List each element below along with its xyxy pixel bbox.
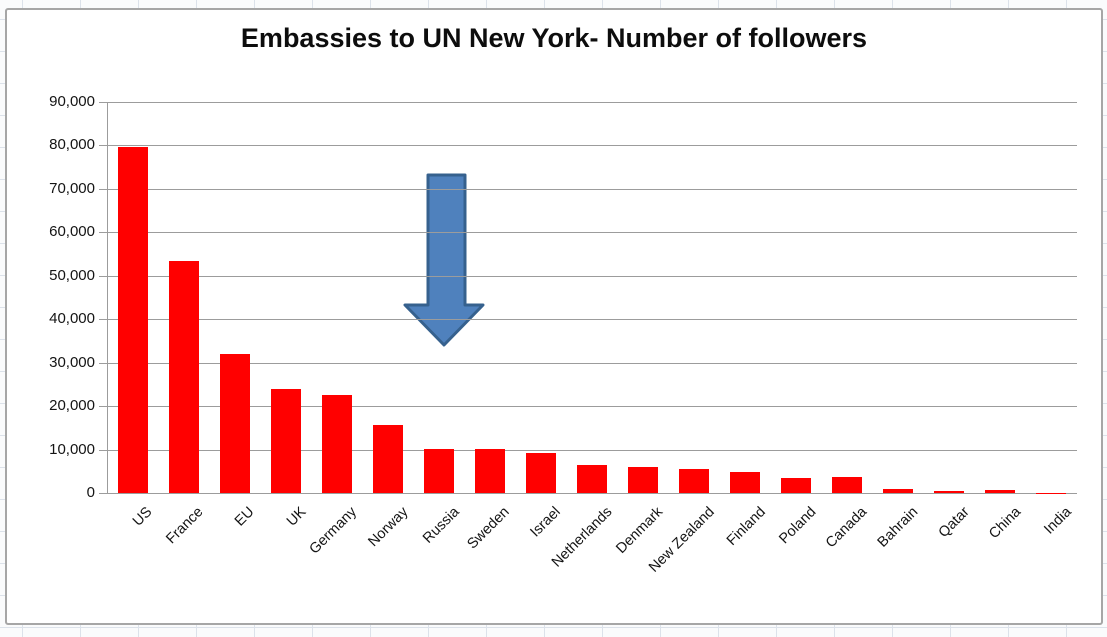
y-axis-tick bbox=[99, 449, 107, 451]
y-axis-tick bbox=[99, 493, 107, 494]
y-axis-label: 40,000 bbox=[49, 310, 95, 328]
x-axis-label-text: China bbox=[985, 504, 1024, 543]
y-axis-label: 50,000 bbox=[49, 266, 95, 284]
y-axis-tick bbox=[99, 145, 107, 147]
x-axis-label-text: Canada bbox=[823, 504, 871, 552]
bar-denmark bbox=[628, 467, 659, 493]
y-axis-tick bbox=[99, 102, 107, 103]
bar-finland bbox=[730, 472, 761, 493]
y-axis-tick bbox=[99, 362, 107, 364]
x-axis-label-text: Finland bbox=[723, 504, 769, 549]
x-axis-label-text: France bbox=[163, 504, 207, 548]
bar-new-zealand bbox=[679, 469, 710, 493]
x-axis-label-text: UK bbox=[283, 504, 309, 530]
y-axis-label: 30,000 bbox=[49, 353, 95, 371]
down-arrow-shape[interactable] bbox=[402, 170, 492, 355]
bar-eu bbox=[219, 353, 250, 493]
y-axis-label: 60,000 bbox=[49, 223, 95, 241]
y-axis-label: 20,000 bbox=[49, 397, 95, 415]
y-axis-tick bbox=[99, 188, 107, 190]
bar-qatar bbox=[934, 490, 965, 493]
y-axis-label: 70,000 bbox=[49, 179, 95, 197]
bar-germany bbox=[321, 394, 352, 493]
y-axis-label: 80,000 bbox=[49, 136, 95, 154]
bar-netherlands bbox=[577, 465, 607, 493]
chart-title: Embassies to UN New York- Number of foll… bbox=[240, 23, 868, 53]
gridline bbox=[107, 188, 1077, 190]
x-axis-label-text: Germany bbox=[306, 504, 361, 558]
x-axis-label-text: US bbox=[130, 504, 156, 530]
x-axis-label-text: Russia bbox=[419, 504, 463, 547]
chart-object[interactable]: Embassies to UN New York- Number of foll… bbox=[5, 8, 1103, 625]
gridline bbox=[107, 275, 1077, 277]
bar-france bbox=[168, 261, 199, 493]
gridline bbox=[107, 362, 1077, 364]
gridline bbox=[107, 145, 1077, 147]
bar-bahrain bbox=[883, 488, 914, 493]
x-axis-label-text: Qatar bbox=[935, 504, 973, 541]
x-axis-label-text: EU bbox=[232, 504, 258, 530]
x-axis-line bbox=[107, 493, 1077, 494]
bar-israel bbox=[525, 452, 556, 493]
x-axis-label-text: Denmark bbox=[613, 504, 667, 557]
bar-canada bbox=[832, 477, 863, 493]
gridline bbox=[107, 406, 1077, 408]
y-axis-label: 90,000 bbox=[49, 93, 95, 110]
gridline bbox=[107, 232, 1077, 234]
x-axis-label-text: India bbox=[1041, 504, 1075, 538]
x-axis-label-text: Bahrain bbox=[874, 504, 922, 551]
y-axis-tick bbox=[99, 232, 107, 234]
bar-china bbox=[985, 490, 1016, 493]
bar-sweden bbox=[474, 449, 505, 493]
y-axis-label: 0 bbox=[86, 484, 95, 501]
x-axis-label-text: Israel bbox=[527, 504, 565, 541]
y-axis-label: 10,000 bbox=[49, 440, 95, 458]
bar-us bbox=[117, 147, 148, 493]
x-axis-label-text: Norway bbox=[365, 504, 412, 551]
x-axis-label-text: Poland bbox=[776, 504, 820, 548]
bar-poland bbox=[781, 478, 812, 493]
y-axis-tick bbox=[99, 406, 107, 408]
y-axis-line bbox=[107, 102, 108, 493]
gridline bbox=[107, 449, 1077, 451]
y-axis-tick bbox=[99, 319, 107, 321]
y-axis-tick bbox=[99, 275, 107, 277]
bar-norway bbox=[372, 425, 403, 493]
bar-uk bbox=[270, 389, 301, 493]
down-arrow-polygon[interactable] bbox=[403, 173, 485, 347]
gridline bbox=[107, 102, 1077, 103]
bar-russia bbox=[423, 448, 454, 493]
gridline bbox=[107, 319, 1077, 321]
x-axis-label-text: Sweden bbox=[464, 504, 514, 553]
